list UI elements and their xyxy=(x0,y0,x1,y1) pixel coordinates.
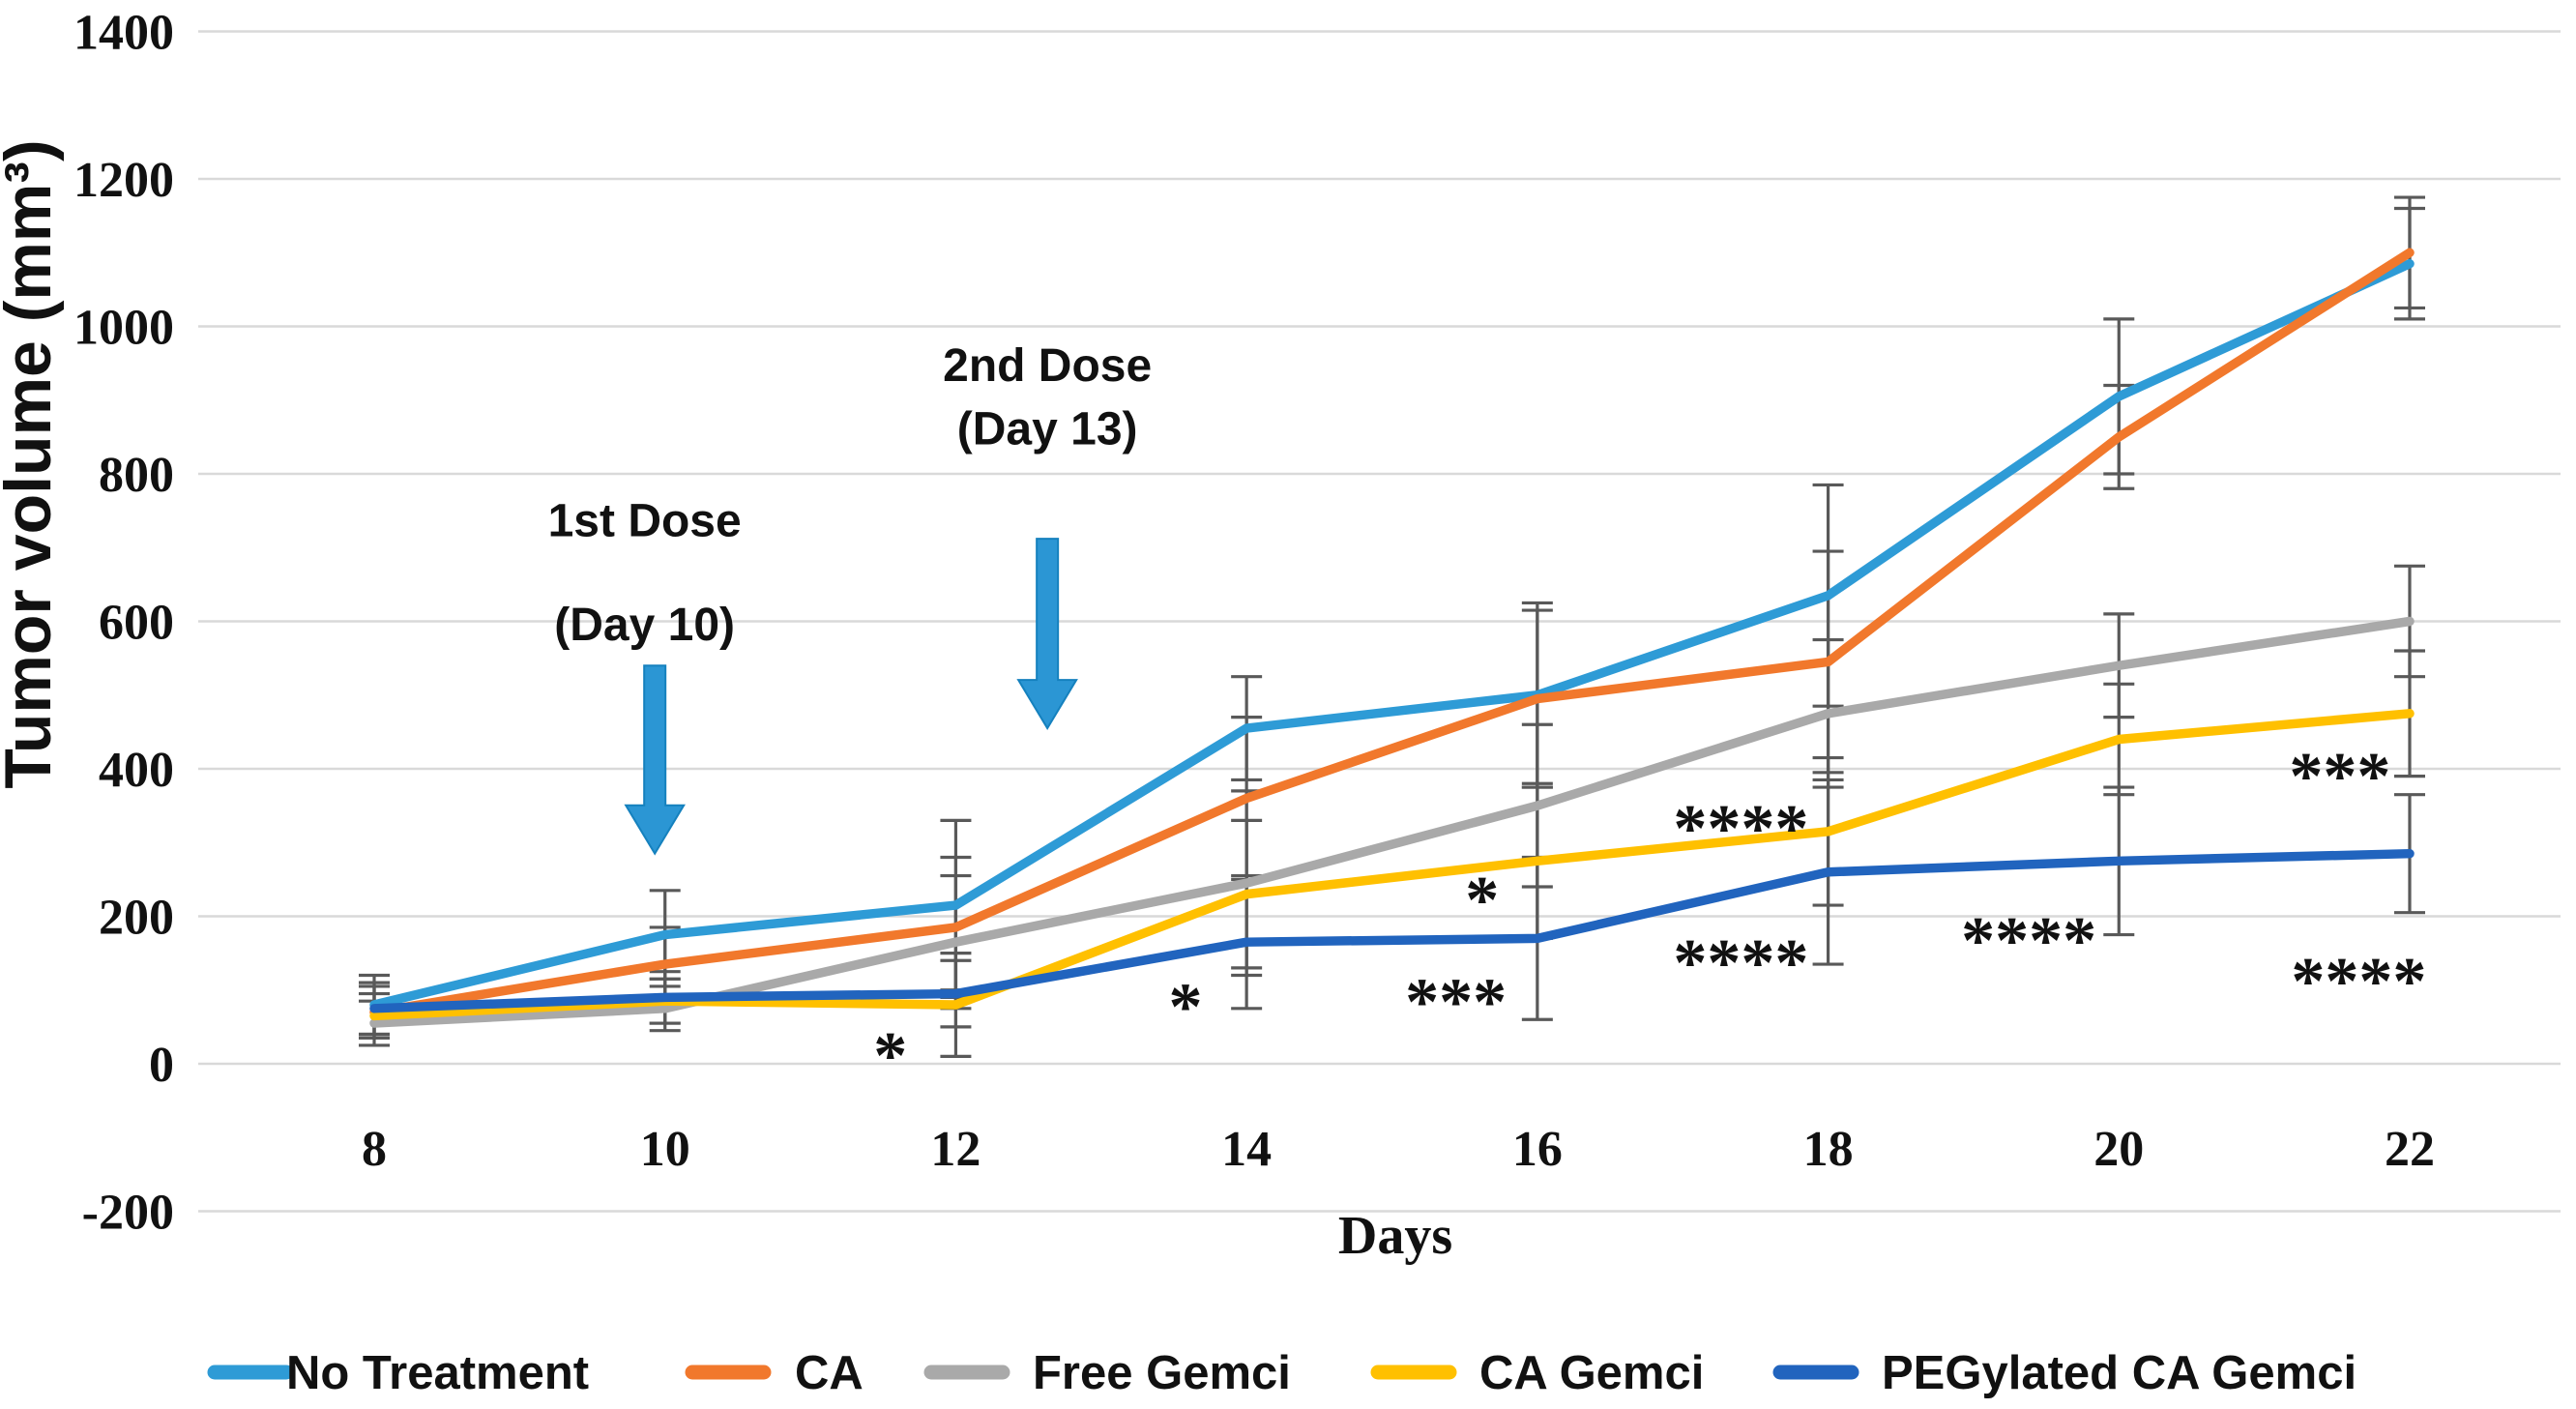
x-tick-label: 18 xyxy=(1803,1122,1854,1177)
legend-item: PEGylated CA Gemci xyxy=(1772,1347,2356,1399)
legend-label: CA Gemci xyxy=(1479,1347,1704,1399)
y-tick-label: 1200 xyxy=(73,153,174,208)
significance-marker: **** xyxy=(1673,926,1808,1001)
y-tick-label: 200 xyxy=(99,891,174,946)
x-axis-title: Days xyxy=(1338,1206,1452,1266)
legend-label: No Treatment xyxy=(286,1347,589,1399)
gridlines xyxy=(198,30,2561,1213)
legend-item: Free Gemci xyxy=(923,1347,1291,1399)
dose-annotations: 1st Dose (Day 10) 2nd Dose (Day 13) xyxy=(548,340,1152,856)
x-tick-label: 8 xyxy=(362,1122,387,1177)
x-tick-labels: 8 10 12 14 16 18 20 22 xyxy=(362,1122,2435,1177)
legend-label: PEGylated CA Gemci xyxy=(1882,1347,2356,1399)
significance-marker: * xyxy=(1168,971,1202,1045)
x-tick-label: 14 xyxy=(1221,1122,1272,1177)
x-tick-label: 20 xyxy=(2093,1122,2144,1177)
legend-label: Free Gemci xyxy=(1033,1347,1291,1399)
dose-arrow-icon xyxy=(1016,538,1078,731)
dose-arrow-icon xyxy=(624,664,686,856)
dose-label: 2nd Dose xyxy=(943,340,1152,392)
y-tick-label: -200 xyxy=(82,1186,174,1241)
series-line-ca xyxy=(369,248,2415,1017)
significance-marker: **** xyxy=(2291,945,2426,1019)
dose-annotation: 1st Dose (Day 10) xyxy=(548,495,742,856)
dose-label: (Day 13) xyxy=(957,404,1138,455)
significance-marker: * xyxy=(1465,864,1499,938)
y-tick-label: 0 xyxy=(149,1038,174,1093)
y-tick-label: 400 xyxy=(99,743,174,798)
significance-marker: **** xyxy=(1673,792,1808,866)
dose-label: (Day 10) xyxy=(554,600,735,651)
x-tick-label: 12 xyxy=(930,1122,981,1177)
significance-marker: *** xyxy=(2289,740,2390,814)
significance-marker: **** xyxy=(1961,904,2096,979)
dose-annotation: 2nd Dose (Day 13) xyxy=(943,340,1152,731)
series-lines xyxy=(369,248,2415,1028)
legend-label: CA xyxy=(795,1347,864,1399)
legend-item: CA Gemci xyxy=(1370,1347,1704,1399)
x-tick-label: 22 xyxy=(2385,1122,2435,1177)
x-tick-label: 16 xyxy=(1512,1122,1563,1177)
significance-markers: ************** *********** xyxy=(873,740,2426,1094)
series-line-ca-gemci xyxy=(369,709,2415,1021)
y-tick-label: 800 xyxy=(99,448,174,503)
significance-marker: * xyxy=(873,1019,907,1094)
legend-item: CA xyxy=(685,1347,864,1399)
series-line-no-treatment xyxy=(369,258,2415,1010)
y-axis-title: Tumor volume (mm³) xyxy=(0,139,65,788)
x-tick-label: 10 xyxy=(640,1122,690,1177)
y-tick-label: 1400 xyxy=(73,6,174,61)
y-tick-label: 1000 xyxy=(73,301,174,356)
significance-marker: *** xyxy=(1405,965,1507,1040)
series-line-pegylated-ca-gemci xyxy=(369,848,2415,1013)
dose-label: 1st Dose xyxy=(548,495,742,546)
legend-item: No Treatment xyxy=(207,1347,589,1399)
y-tick-labels: -200 0 200 400 600 800 1000 1200 1400 xyxy=(73,6,174,1241)
legend: No Treatment CA Free Gemci CA Gemci PEGylate… xyxy=(207,1347,2356,1399)
y-tick-label: 600 xyxy=(99,596,174,651)
